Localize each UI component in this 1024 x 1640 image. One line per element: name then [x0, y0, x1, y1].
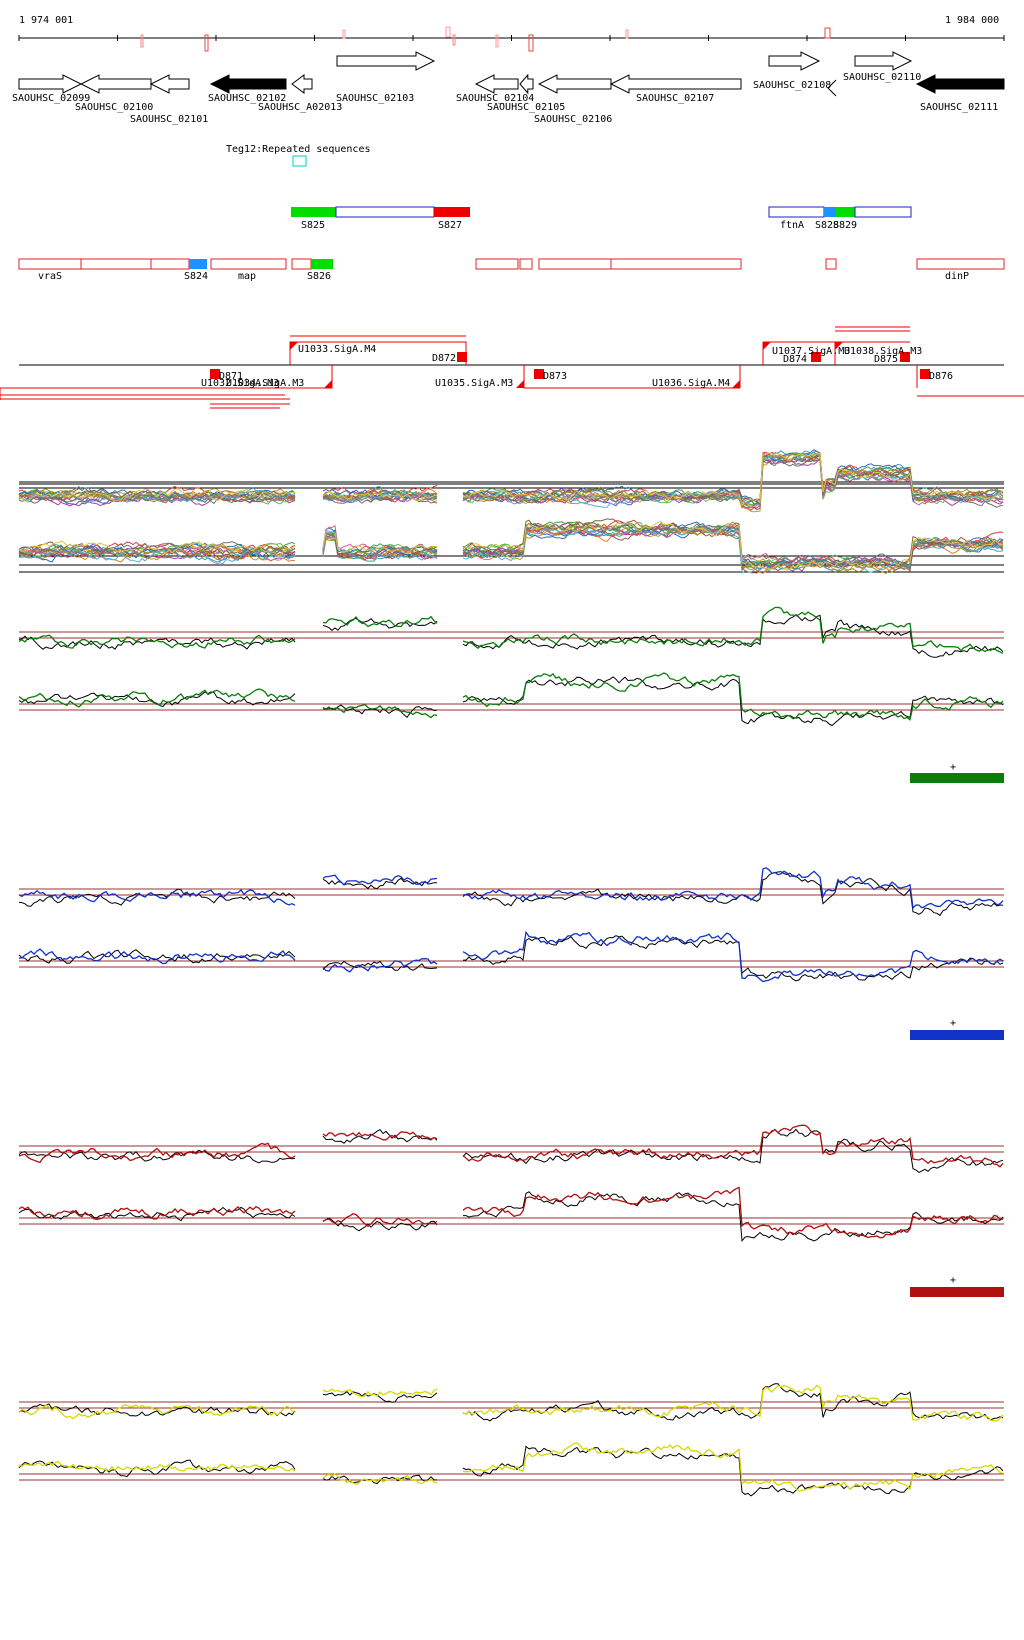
gene-label: SAOUHSC_02100 [75, 102, 153, 113]
gene-arrow[interactable]: SAOUHSC_02111 [915, 74, 1005, 113]
segment-track-upper: S825 S827 ftnA S828 S829 [291, 206, 912, 231]
promoter-label: D872 [432, 353, 456, 364]
segment-label: S825 [301, 220, 325, 231]
segment-s827[interactable] [434, 207, 470, 217]
promoter-label: U1034.SigA.M3 [226, 378, 304, 389]
multi-sample-block [18, 449, 1004, 575]
gene-arrow[interactable]: SAOUHSC_02103 [336, 51, 436, 104]
gene-arrow[interactable]: SAOUHSC_02110 [843, 51, 921, 83]
gene-arrow[interactable]: SAOUHSC_02100 [75, 74, 153, 113]
gene-label: SAOUHSC_02110 [843, 72, 921, 83]
expression-traces [18, 449, 1004, 1497]
gene-label: SAOUHSC_02099 [12, 93, 90, 104]
segment-s829[interactable] [836, 207, 855, 217]
promoter-label: D874 [783, 354, 807, 365]
segment-label: S827 [438, 220, 462, 231]
ruler-repeat-marks [140, 26, 831, 52]
segment-label: S828 [815, 220, 839, 231]
legend-mark: + [950, 1018, 956, 1029]
segment-s826[interactable] [311, 259, 333, 269]
legend-mark: + [950, 1275, 956, 1286]
promoter-label: D875 [874, 354, 898, 365]
promoter-label: U1036.SigA.M4 [652, 378, 730, 389]
gene-label: SAOUHSC_02104 [456, 93, 534, 104]
expression-panel [18, 1383, 1004, 1497]
promoter-label: D873 [543, 371, 567, 382]
ruler-ticks [18, 35, 1005, 41]
segment-s825[interactable] [291, 207, 336, 217]
gene-arrow[interactable]: SAOUHSC_02105 [487, 73, 565, 113]
segment-ftna[interactable] [768, 206, 825, 218]
promoter-label: U1032.SigA.M3 [201, 378, 279, 389]
gene-arrow[interactable]: SAOUHSC_02104 [456, 74, 534, 104]
segment-label: vraS [38, 271, 62, 282]
segment-label: map [238, 271, 256, 282]
gene-label: SAOUHSC_02101 [130, 114, 208, 125]
gene-label: SAOUHSC_A02013 [258, 102, 342, 113]
expression-panel [18, 606, 1004, 727]
segment-label: dinP [945, 271, 969, 282]
coord-end-label: 1 984 000 [945, 15, 999, 26]
gene-arrow[interactable]: SAOUHSC_02106 [534, 74, 612, 125]
repeat-feature: Teg12:Repeated sequences [226, 144, 371, 167]
gene-arrow[interactable]: SAOUHSC_A02013 [258, 74, 342, 113]
segment-s824[interactable] [189, 259, 207, 269]
segment-label: ftnA [780, 220, 804, 231]
promoter-label: U1037.SigA.M3 [772, 346, 850, 357]
gene-arrow[interactable]: SAOUHSC_02101 [130, 74, 208, 125]
gene-label: SAOUHSC_02111 [920, 102, 998, 113]
gene-arrow[interactable]: SAOUHSC_02099 [12, 74, 90, 104]
segment-label: S829 [833, 220, 857, 231]
promoter-label: U1035.SigA.M3 [435, 378, 513, 389]
gene-track: SAOUHSC_02099SAOUHSC_02100SAOUHSC_02101S… [12, 51, 1005, 125]
repeat-box[interactable] [292, 155, 307, 167]
expression-panel [18, 1124, 1004, 1243]
promoter-label: D876 [929, 371, 953, 382]
panel-legends: + + + [910, 762, 1004, 1297]
promoter-label: U1033.SigA.M4 [298, 344, 376, 355]
gene-label: SAOUHSC_02103 [336, 93, 414, 104]
segment-label: S824 [184, 271, 208, 282]
legend-bar-red [910, 1287, 1004, 1297]
gene-label: SAOUHSC_02107 [636, 93, 714, 104]
expression-panel [18, 867, 1004, 983]
coord-start-label: 1 974 001 [19, 15, 73, 26]
gene-label: SAOUHSC_02102 [208, 93, 286, 104]
gene-arrow[interactable]: SAOUHSC_02107 [609, 74, 742, 104]
legend-mark: + [950, 762, 956, 773]
promoter-label: U1038.SigA.M3 [844, 346, 922, 357]
coordinate-ruler: 1 974 001 1 984 000 [18, 15, 1005, 52]
gene-label: SAOUHSC_02106 [534, 114, 612, 125]
gene-label: SAOUHSC_02108 [753, 80, 831, 91]
legend-bar-green [910, 773, 1004, 783]
gene-arrow[interactable]: SAOUHSC_02102 [208, 74, 287, 104]
promoter-track: U1033.SigA.M4 D872 U1037.SigA.M3 U1038.S… [0, 326, 1024, 409]
segment-label: S826 [307, 271, 331, 282]
segment-map[interactable] [210, 258, 287, 270]
segment-s828[interactable] [824, 207, 836, 217]
gene-label: SAOUHSC_02105 [487, 102, 565, 113]
legend-bar-blue [910, 1030, 1004, 1040]
segment-track-lower: vraS S824 map S826 dinP [18, 258, 1005, 282]
repeat-label: Teg12:Repeated sequences [226, 144, 371, 155]
promoter-label: D871 [219, 371, 243, 382]
gene-arrow[interactable]: SAOUHSC_02108 [753, 51, 831, 91]
segment-dinp[interactable] [916, 258, 1005, 270]
